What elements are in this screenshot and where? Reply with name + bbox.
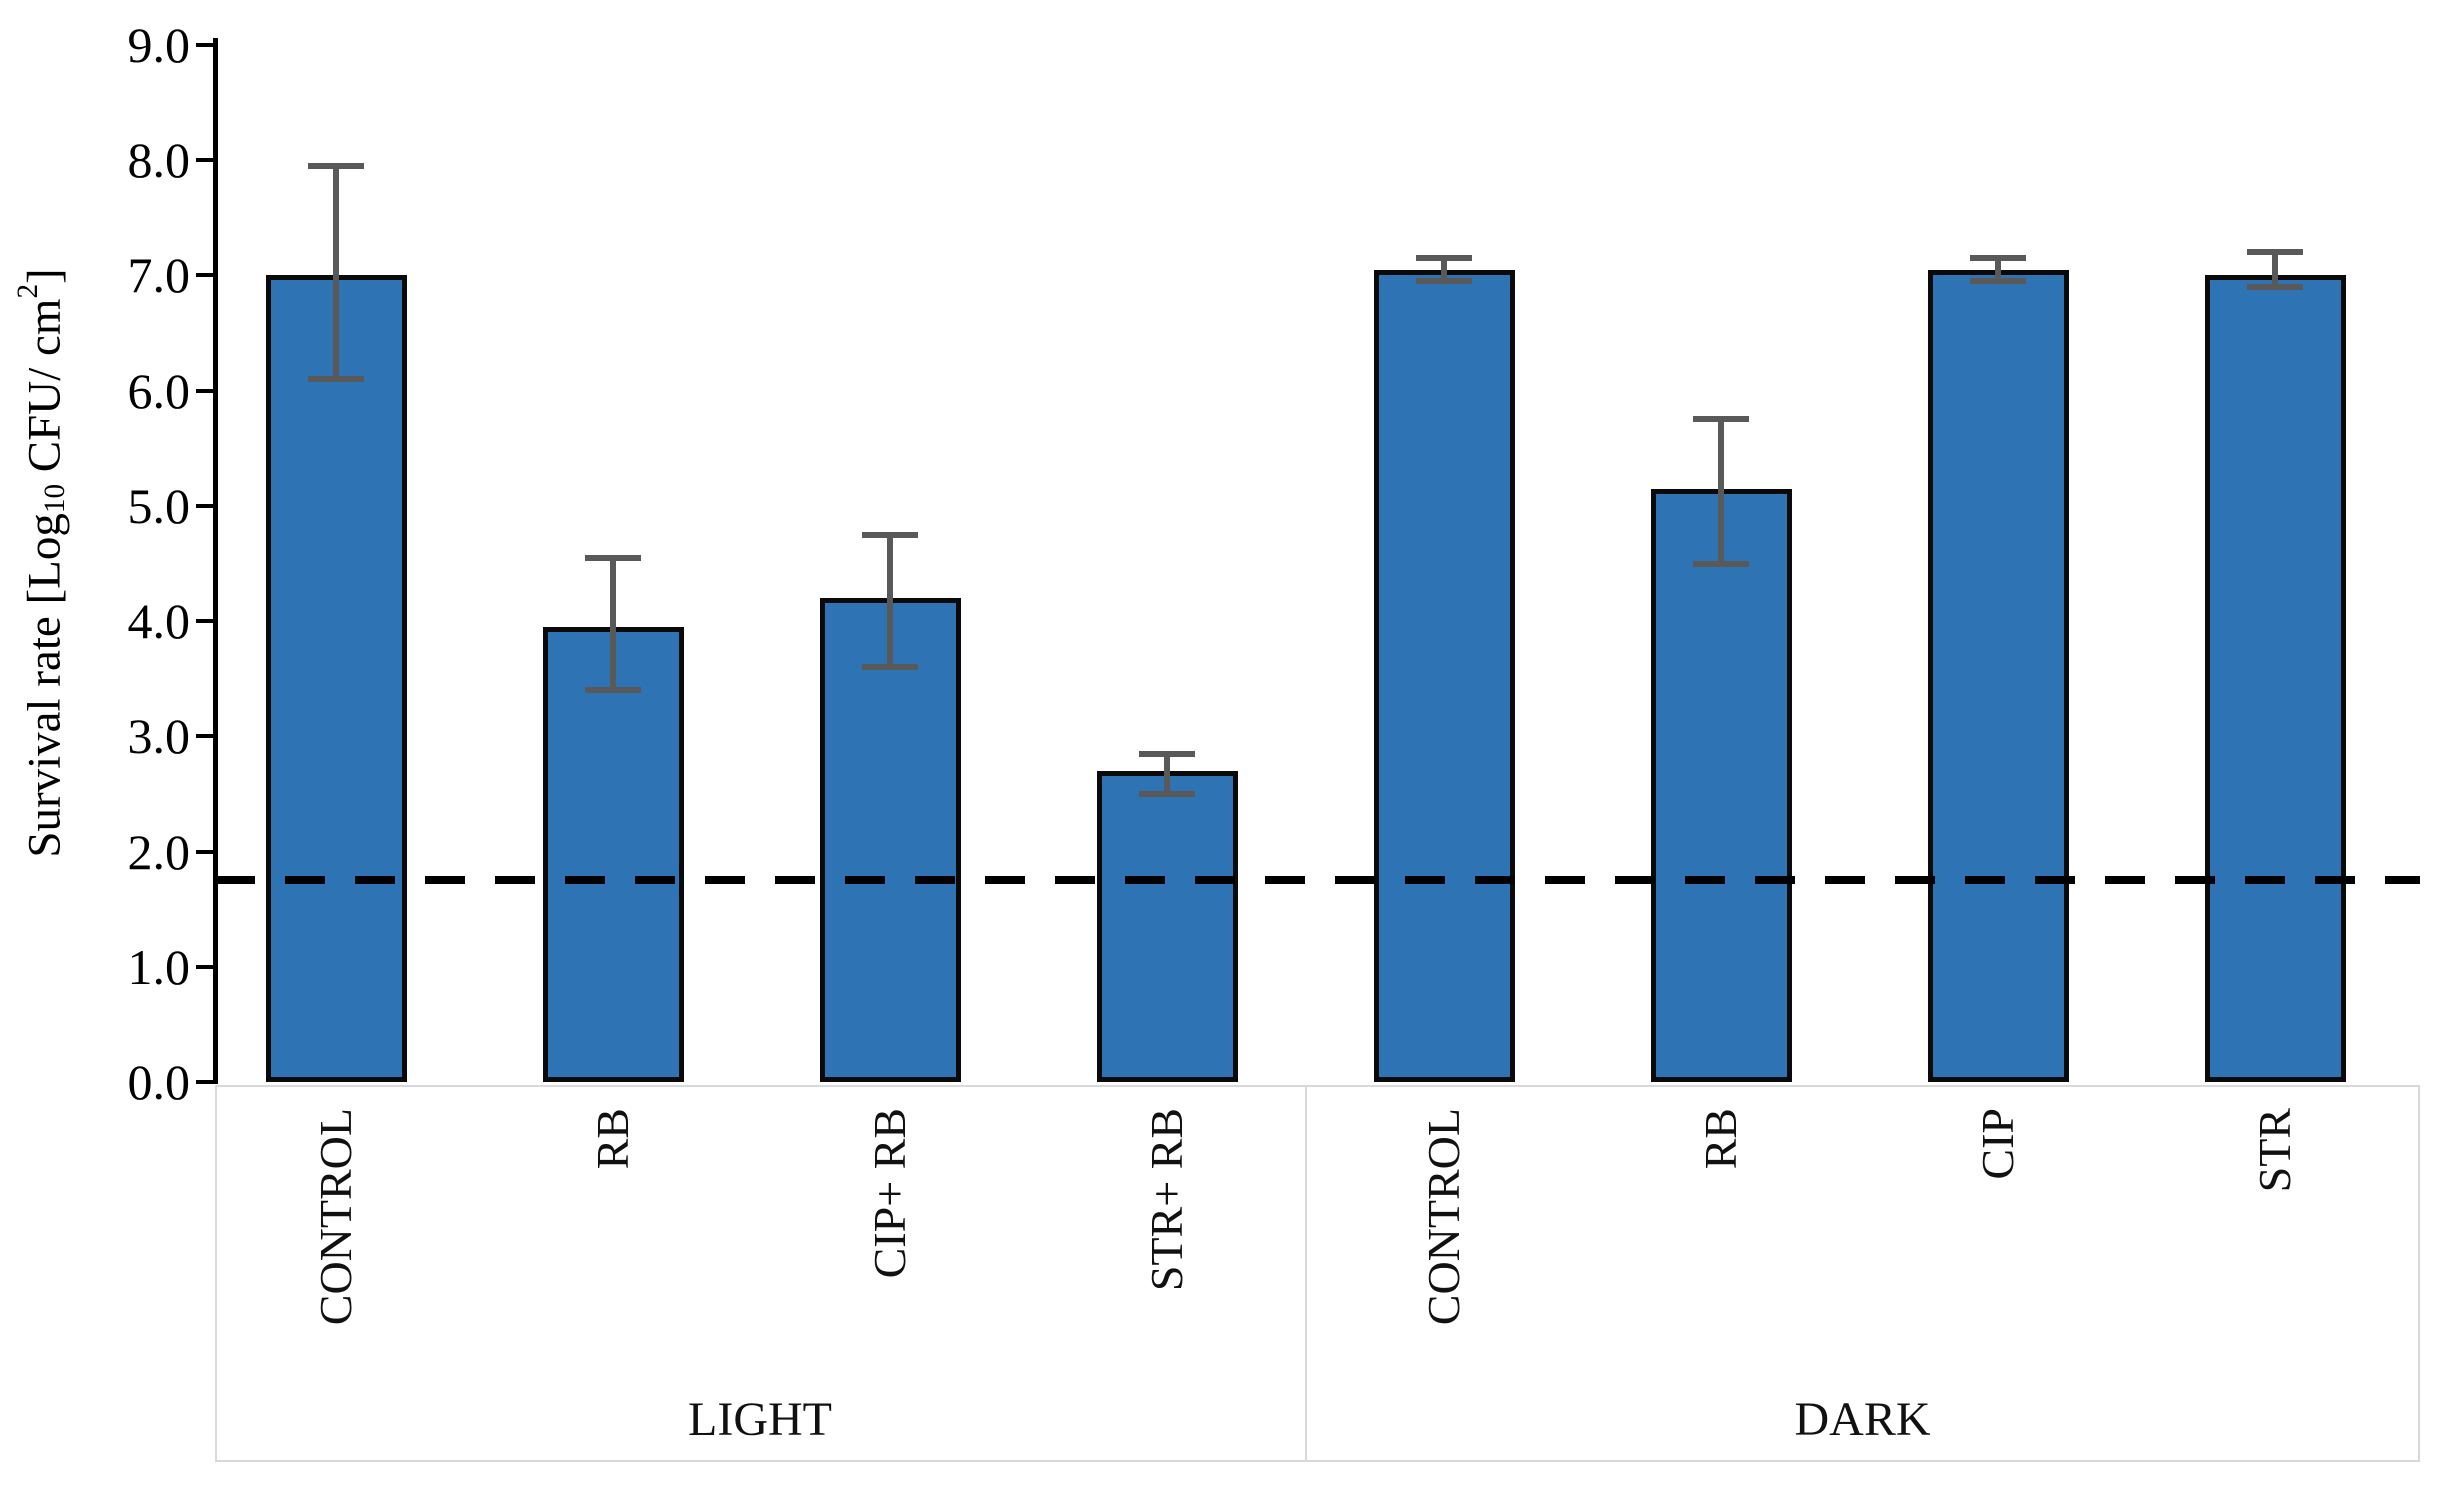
- error-bar-line: [1164, 753, 1170, 794]
- category-label-box: [215, 1085, 2420, 1462]
- error-bar-cap-bottom: [308, 376, 364, 383]
- y-tick-mark: [196, 964, 215, 969]
- y-tick-mark: [196, 503, 215, 508]
- error-bar-cap-top: [585, 554, 641, 561]
- error-bar-cap-bottom: [1970, 278, 2026, 285]
- y-tick-mark: [196, 619, 215, 624]
- category-label: CIP: [1972, 1108, 2023, 1180]
- y-axis-title-pre: Survival rate [Log: [18, 513, 71, 858]
- bar: [1097, 770, 1238, 1082]
- y-axis-line: [213, 38, 218, 1084]
- error-bar-line: [887, 534, 893, 668]
- y-tick-label: 2.0: [127, 823, 191, 880]
- y-tick-label: 4.0: [127, 593, 191, 650]
- bar: [266, 275, 407, 1082]
- error-bar-cap-bottom: [585, 687, 641, 694]
- error-bar-cap-top: [862, 531, 918, 538]
- category-label: CIP+ RB: [864, 1108, 915, 1279]
- y-tick-label: 7.0: [127, 247, 191, 304]
- error-bar-cap-top: [308, 162, 364, 169]
- reference-dashed-line: [215, 876, 2420, 885]
- bar: [2205, 275, 2346, 1082]
- category-label: RB: [587, 1108, 638, 1170]
- y-tick-mark: [196, 734, 215, 739]
- bar: [543, 626, 684, 1082]
- y-tick-label: 8.0: [127, 132, 191, 189]
- category-label: CONTROL: [310, 1108, 361, 1326]
- error-bar-line: [2272, 252, 2278, 287]
- error-bar-line: [1995, 258, 2001, 282]
- bar: [1651, 488, 1792, 1082]
- y-tick-label: 0.0: [127, 1054, 191, 1110]
- category-label: CONTROL: [1418, 1108, 1469, 1326]
- error-bar-cap-top: [1139, 750, 1195, 757]
- error-bar-cap-bottom: [862, 664, 918, 671]
- y-tick-mark: [196, 1080, 215, 1084]
- group-divider-line: [1305, 1085, 1307, 1462]
- error-bar-line: [1441, 258, 1447, 282]
- error-bar-cap-bottom: [1693, 560, 1749, 567]
- error-bar-cap-top: [1693, 416, 1749, 423]
- bar: [1374, 269, 1515, 1082]
- y-tick-label: 9.0: [127, 17, 191, 73]
- y-tick-label: 3.0: [127, 708, 191, 765]
- y-tick-mark: [196, 388, 215, 393]
- error-bar-cap-bottom: [2247, 283, 2303, 290]
- error-bar-cap-top: [1416, 255, 1472, 262]
- y-tick-label: 1.0: [127, 938, 191, 995]
- category-label: RB: [1695, 1108, 1746, 1170]
- y-tick-label: 6.0: [127, 362, 191, 419]
- group-label: LIGHT: [688, 1393, 832, 1446]
- category-label: STR: [2249, 1108, 2300, 1193]
- y-tick-mark: [196, 158, 215, 163]
- y-tick-mark: [196, 43, 215, 47]
- category-label: STR+ RB: [1141, 1108, 1192, 1292]
- error-bar-line: [333, 165, 339, 380]
- y-axis-title: Survival rate [Log10 CFU/ cm2]: [12, 268, 72, 857]
- error-bar-line: [610, 557, 616, 691]
- bar: [820, 598, 961, 1082]
- error-bar-cap-top: [1970, 255, 2026, 262]
- error-bar-cap-bottom: [1416, 278, 1472, 285]
- y-tick-mark: [196, 849, 215, 854]
- y-tick-mark: [196, 273, 215, 278]
- error-bar-cap-bottom: [1139, 790, 1195, 797]
- bar: [1928, 269, 2069, 1082]
- error-bar-cap-top: [2247, 249, 2303, 256]
- error-bar-line: [1718, 419, 1724, 564]
- group-label: DARK: [1794, 1393, 1931, 1446]
- y-tick-label: 5.0: [127, 477, 191, 534]
